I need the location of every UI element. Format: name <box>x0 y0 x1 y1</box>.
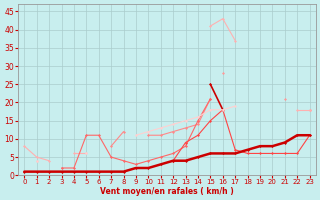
X-axis label: Vent moyen/en rafales ( km/h ): Vent moyen/en rafales ( km/h ) <box>100 187 234 196</box>
